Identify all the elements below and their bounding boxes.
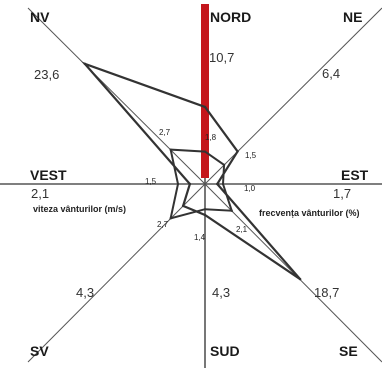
frequency-point-nw bbox=[83, 62, 87, 66]
dir-label-ne: NE bbox=[343, 9, 362, 25]
chart-axes bbox=[0, 4, 382, 368]
dir-label-w: VEST bbox=[30, 167, 67, 183]
speed-point-se bbox=[230, 209, 233, 212]
frequency-point-ne bbox=[236, 150, 239, 153]
freq-value-w: 2,1 bbox=[31, 186, 49, 201]
speed-value-ne: 1,5 bbox=[245, 151, 257, 160]
frequency-point-n bbox=[203, 105, 207, 109]
frequency-point-sw bbox=[181, 204, 185, 208]
frequency-point-w bbox=[188, 182, 192, 186]
freq-value-s: 4,3 bbox=[212, 285, 230, 300]
speed-value-se: 2,1 bbox=[236, 225, 248, 234]
speed-point-s bbox=[203, 208, 207, 211]
dir-label-sw: SV bbox=[30, 343, 49, 359]
freq-value-nw: 23,6 bbox=[34, 67, 59, 82]
frequency-point-se bbox=[299, 278, 302, 281]
dir-label-n: NORD bbox=[210, 9, 251, 25]
speed-value-sw: 2,7 bbox=[157, 220, 169, 229]
frequency-point-e bbox=[216, 182, 219, 186]
dir-label-nw: NV bbox=[30, 9, 50, 25]
speed-point-e bbox=[221, 182, 225, 186]
freq-value-sw: 4,3 bbox=[76, 285, 94, 300]
highlight-bar-north bbox=[201, 4, 209, 178]
dir-label-s: SUD bbox=[210, 343, 240, 359]
axis-ne bbox=[204, 7, 382, 185]
legend-speed: viteza vânturilor (m/s) bbox=[33, 204, 126, 214]
chart-series bbox=[81, 4, 302, 281]
speed-value-nw: 2,7 bbox=[159, 128, 171, 137]
speed-point-n bbox=[203, 150, 207, 153]
speed-point-ne bbox=[222, 163, 226, 167]
speed-value-w: 1,5 bbox=[145, 177, 157, 186]
speed-point-sw bbox=[169, 217, 172, 220]
freq-value-se: 18,7 bbox=[314, 285, 339, 300]
speed-point-w bbox=[176, 182, 180, 186]
freq-value-e: 1,7 bbox=[333, 186, 351, 201]
axis-nw bbox=[27, 7, 206, 185]
speed-point-nw bbox=[169, 148, 172, 151]
freq-value-n: 10,7 bbox=[209, 50, 234, 65]
chart-labels: NORD NE EST SE SUD SV VEST NV 10,7 6,4 1… bbox=[30, 9, 369, 359]
dir-label-se: SE bbox=[339, 343, 358, 359]
axis-sw bbox=[27, 183, 206, 363]
speed-value-e: 1,0 bbox=[244, 184, 256, 193]
speed-value-n: 1,8 bbox=[205, 133, 217, 142]
speed-value-s: 1,4 bbox=[194, 233, 206, 242]
freq-value-ne: 6,4 bbox=[322, 66, 340, 81]
legend-frequency: frecvența vânturilor (%) bbox=[259, 208, 360, 218]
dir-label-e: EST bbox=[341, 167, 369, 183]
frequency-point-s bbox=[203, 213, 207, 217]
